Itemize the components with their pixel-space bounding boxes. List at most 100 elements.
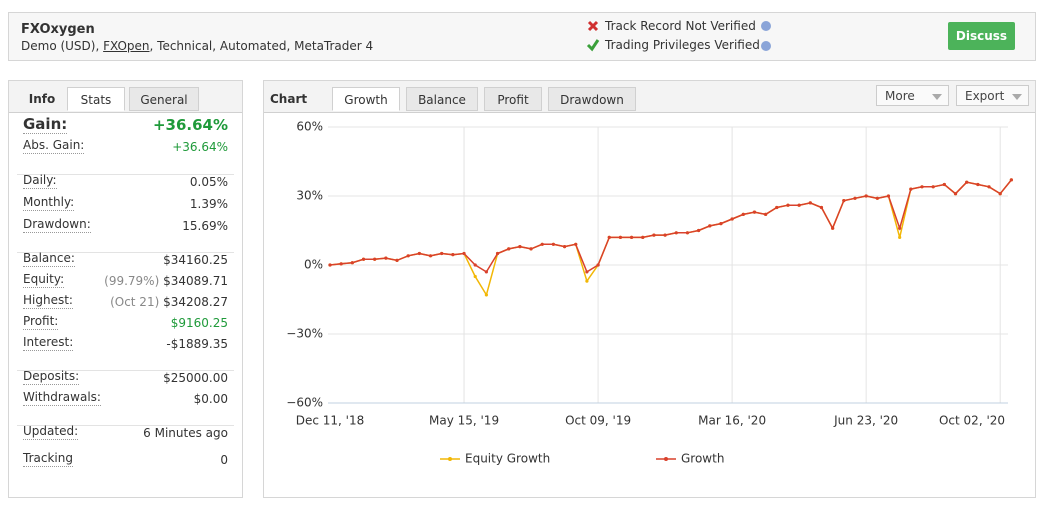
- point: [574, 242, 578, 246]
- tab[interactable]: Drawdown: [548, 87, 636, 111]
- stat-number: $0.00: [193, 392, 228, 406]
- stat-row: Equity: (99.79%) $34089.71: [23, 271, 228, 291]
- stat-label: Balance:: [23, 251, 75, 267]
- title: FXOxygen: [21, 22, 95, 37]
- tab[interactable]: Info: [28, 92, 56, 106]
- separator: [17, 174, 234, 175]
- point: [808, 201, 812, 205]
- track-record: Track Record Not Verified: [605, 19, 756, 33]
- stat-label: Monthly:: [23, 195, 75, 211]
- point: [507, 247, 511, 251]
- stat-number: 0.05%: [189, 175, 228, 189]
- stat-row: Highest: (Oct 21) $34208.27: [23, 292, 228, 312]
- stat-value: (Oct 21) $34208.27: [110, 292, 228, 312]
- point: [428, 254, 433, 258]
- point: [831, 226, 835, 230]
- separator: [17, 370, 234, 371]
- tab[interactable]: Growth: [332, 87, 400, 111]
- dropdown-button[interactable]: More: [876, 85, 949, 106]
- point: [518, 245, 522, 249]
- point: [853, 196, 857, 200]
- stat-row: Tracking 0: [23, 450, 228, 470]
- point: [898, 235, 902, 239]
- point: [451, 253, 455, 257]
- stat-row: Abs. Gain: +36.64%: [23, 137, 228, 157]
- separator: [17, 425, 234, 426]
- stat-number: 6 Minutes ago: [143, 426, 228, 440]
- dropdown-arrow: [932, 94, 942, 100]
- broker-link[interactable]: FXOpen: [103, 39, 150, 53]
- tab[interactable]: General: [129, 87, 199, 111]
- point: [797, 203, 801, 207]
- point: [551, 242, 555, 246]
- point: [652, 233, 656, 237]
- tab[interactable]: Balance: [406, 87, 478, 111]
- point: [495, 251, 500, 256]
- stat-value: $34160.25: [163, 250, 228, 270]
- point: [350, 261, 354, 265]
- point: [730, 217, 734, 221]
- point: [607, 235, 611, 239]
- dropdown-button[interactable]: Export: [956, 85, 1029, 106]
- point: [819, 205, 824, 210]
- stat-number: $34208.27: [163, 295, 228, 309]
- point: [786, 203, 790, 207]
- stat-value: (99.79%) $34089.71: [104, 271, 228, 291]
- point: [395, 258, 399, 262]
- point: [976, 182, 980, 187]
- point: [697, 228, 701, 233]
- stat-row: Monthly: 1.39%: [23, 194, 228, 214]
- point: [339, 262, 343, 266]
- point: [417, 251, 421, 256]
- help-icons[interactable]: [760, 20, 774, 54]
- point: [663, 233, 667, 237]
- stat-row: Updated: 6 Minutes ago: [23, 423, 228, 443]
- point: [440, 251, 444, 256]
- y-tick-label: −30%: [286, 327, 323, 341]
- point: [708, 224, 712, 228]
- stat-number: $34089.71: [163, 274, 228, 288]
- stat-row: Balance: $34160.25: [23, 250, 228, 270]
- y-tick-label: 0%: [304, 258, 323, 272]
- stat-label: Updated:: [23, 424, 79, 440]
- point: [585, 279, 589, 283]
- stat-label: Deposits:: [23, 369, 80, 385]
- point: [898, 226, 902, 230]
- point: [909, 187, 913, 191]
- stat-row: Withdrawals: $0.00: [23, 389, 228, 409]
- legend-label: Growth: [681, 452, 724, 466]
- tab[interactable]: Profit: [484, 87, 542, 111]
- point: [775, 205, 779, 210]
- stat-row: Interest: -$1889.35: [23, 334, 228, 354]
- stat-value: $0.00: [194, 389, 228, 409]
- point: [685, 231, 690, 235]
- tab[interactable]: Stats: [67, 87, 125, 111]
- stat-note: (99.79%): [104, 274, 160, 288]
- point: [328, 263, 332, 267]
- point: [596, 263, 600, 267]
- stat-label: Highest:: [23, 293, 73, 309]
- y-tick-label: −60%: [286, 396, 323, 410]
- stat-label: Abs. Gain:: [23, 138, 85, 154]
- stat-label: Gain:: [23, 115, 68, 134]
- point: [462, 251, 466, 256]
- tab[interactable]: Chart: [270, 92, 308, 106]
- discuss-button[interactable]: Discuss: [948, 22, 1015, 50]
- stat-number: $25000.00: [163, 371, 228, 385]
- stat-value: 6 Minutes ago: [143, 423, 228, 443]
- point: [674, 231, 678, 235]
- point: [373, 257, 377, 261]
- stat-number: 0: [220, 453, 228, 467]
- stat-value: +36.64%: [172, 137, 228, 157]
- point: [629, 235, 634, 239]
- dropdown-arrow: [1012, 94, 1022, 100]
- point: [920, 185, 924, 189]
- stat-number: +36.64%: [152, 116, 228, 134]
- button-label: More: [885, 89, 915, 103]
- point: [998, 192, 1002, 196]
- point: [562, 245, 567, 249]
- legend-symbol: [448, 457, 452, 461]
- button-label: Export: [965, 89, 1005, 103]
- x-tick-label: Dec 11, '18: [296, 414, 365, 428]
- point: [752, 210, 757, 214]
